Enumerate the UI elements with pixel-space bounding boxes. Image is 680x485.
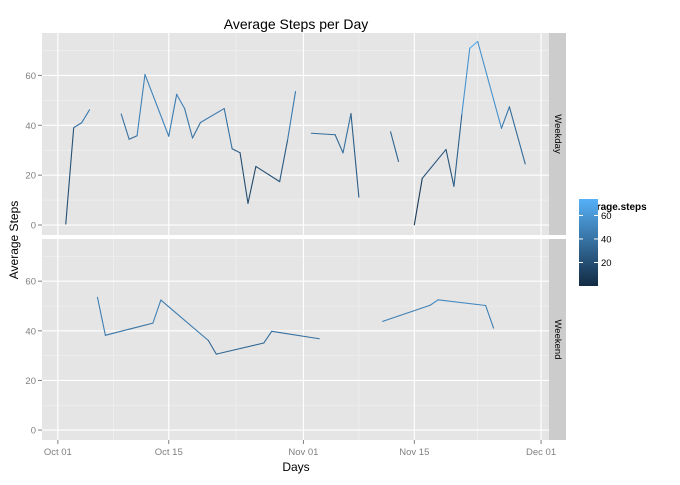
panel-weekend: 0 20 40 60 Weekend: [25, 239, 566, 440]
facet-strip: [549, 239, 566, 440]
series-line-segment: [263, 330, 273, 344]
series-line-segment: [382, 304, 431, 322]
y-tick-label: 0: [31, 221, 36, 232]
series-line-segment: [136, 73, 146, 137]
series-line-segment: [104, 322, 154, 336]
x-tick-label: Nov 01: [288, 447, 318, 458]
series-line-segment: [500, 106, 510, 129]
facet-label: Weekday: [552, 114, 563, 154]
series-line-segment: [120, 113, 130, 140]
color-legend: average.steps 20 40 60: [579, 199, 647, 286]
x-tick-label: Oct 01: [44, 447, 72, 458]
series-line-segment: [231, 148, 241, 154]
series-line-segment: [461, 47, 471, 115]
series-line-segment: [279, 139, 289, 183]
series-line-segment: [390, 131, 400, 162]
series-line-segment: [310, 132, 336, 136]
facet-strip: [549, 33, 566, 235]
series-line-segment: [65, 127, 75, 225]
series-line-segment: [413, 177, 423, 226]
legend-colorbar: [579, 199, 598, 286]
x-axis-label: Days: [282, 460, 309, 474]
series-line-segment: [445, 148, 455, 187]
series-line-segment: [287, 91, 297, 141]
series-line-segment: [184, 108, 194, 139]
series-line-segment: [223, 108, 233, 150]
series-line-segment: [128, 135, 138, 140]
panel-weekday: 0 20 40 60 Weekday: [25, 33, 566, 235]
x-tick-label: Oct 15: [155, 447, 183, 458]
series-line-segment: [215, 342, 265, 355]
legend-title: average.steps: [580, 202, 647, 213]
x-axis: Oct 01 Oct 15 Nov 01 Nov 15 Dec 01: [44, 440, 556, 458]
series-line-segment: [247, 165, 257, 204]
series-line-segment: [453, 113, 463, 187]
series-line-segment: [144, 73, 170, 137]
series-line-segment: [342, 113, 352, 154]
series-line-segment: [96, 296, 106, 336]
legend-tick-label: 20: [601, 258, 612, 269]
series-line-segment: [437, 299, 487, 307]
facet-label: Weekend: [552, 320, 563, 360]
y-tick-label: 20: [25, 376, 36, 387]
y-tick-label: 60: [25, 71, 36, 82]
y-tick-label: 0: [31, 426, 36, 437]
chart-title: Average Steps per Day: [224, 16, 369, 32]
series-line-segment: [271, 330, 320, 340]
series-line-segment: [152, 299, 162, 324]
series-line-segment: [477, 40, 503, 129]
series-line-segment: [421, 148, 447, 179]
y-tick-label: 40: [25, 121, 36, 132]
y-tick-label: 60: [25, 277, 36, 288]
series-line-segment: [350, 113, 360, 198]
y-tick-label: 20: [25, 171, 36, 182]
series-line-segment: [81, 109, 91, 124]
series-line-segment: [485, 304, 495, 329]
series-line-segment: [334, 134, 344, 154]
x-tick-label: Dec 01: [526, 447, 556, 458]
series-line-segment: [199, 108, 225, 124]
legend-tick-label: 40: [601, 234, 612, 245]
series-line-segment: [239, 152, 249, 204]
legend-tick-label: 60: [601, 211, 612, 222]
series-line-segment: [160, 299, 209, 342]
series-line-segment: [255, 165, 281, 183]
legend-ticks: 20 40 60: [579, 211, 612, 269]
series-line-segment: [191, 121, 201, 139]
series-line-segment: [508, 106, 526, 165]
series-line-segment: [73, 122, 83, 129]
series-line-segment: [168, 93, 178, 137]
series-line-segment: [429, 299, 439, 306]
y-axis-label: Average Steps: [7, 201, 21, 280]
series-line-segment: [176, 93, 186, 110]
panel-background: [42, 239, 549, 440]
y-tick-label: 40: [25, 326, 36, 337]
series-line-segment: [469, 40, 479, 49]
panels: 0 20 40 60 Weekday 0 20 40 60 Weekend: [25, 33, 566, 440]
series-line-segment: [207, 339, 217, 355]
x-tick-label: Nov 15: [399, 447, 429, 458]
panel-background: [42, 33, 549, 235]
